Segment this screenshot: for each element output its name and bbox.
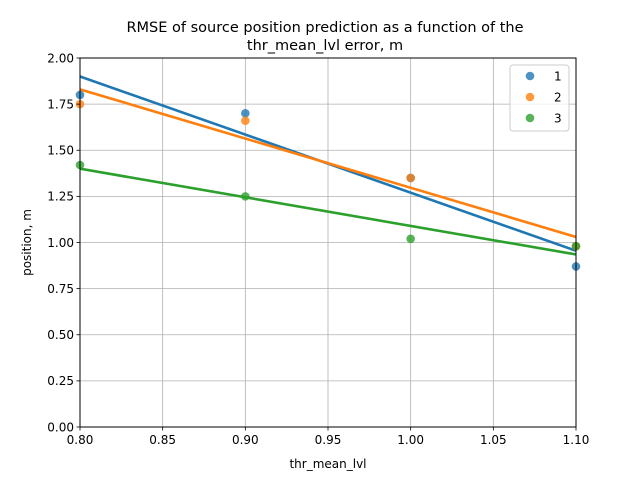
y-tick-label: 2.00	[47, 51, 74, 65]
legend-label-series-1: 1	[554, 70, 562, 84]
chart-title-line-2: thr_mean_lvl error, m	[247, 38, 403, 54]
x-tick-label: 1.10	[563, 433, 590, 447]
y-tick-label: 0.50	[47, 328, 74, 342]
legend-box	[509, 64, 570, 132]
y-tick-label: 1.25	[47, 190, 74, 204]
chart-title-line-1: RMSE of source position prediction as a …	[126, 20, 523, 36]
x-tick-label: 0.85	[149, 433, 176, 447]
data-point-series-1	[241, 109, 250, 118]
chart-title: RMSE of source position prediction as a …	[126, 20, 523, 54]
x-tick-label: 0.80	[67, 433, 94, 447]
legend-marker-series-3	[525, 113, 535, 123]
x-axis-label: thr_mean_lvl	[289, 457, 366, 471]
y-tick-label: 0.00	[47, 420, 74, 434]
y-axis-ticks: 0.00 0.25 0.50 0.75 1.00 1.25 1.50 1.75 2.00	[47, 51, 80, 434]
x-tick-label: 0.95	[315, 433, 342, 447]
y-axis-label: position, m	[20, 209, 34, 276]
data-points	[75, 90, 581, 271]
y-tick-label: 1.75	[47, 97, 74, 111]
data-point-series-2	[241, 116, 250, 126]
data-point-series-3	[241, 192, 250, 201]
y-tick-label: 1.50	[47, 144, 74, 158]
x-tick-label: 0.90	[232, 433, 259, 447]
y-tick-label: 0.25	[47, 374, 74, 388]
trend-lines	[80, 75, 576, 256]
y-tick-label: 1.00	[47, 236, 74, 250]
legend-label-series-3: 3	[554, 112, 562, 126]
legend: 1 2 3	[509, 64, 570, 132]
y-tick-label: 0.75	[47, 282, 74, 296]
legend-label-series-2: 2	[554, 91, 562, 105]
x-axis-ticks: 0.80 0.85 0.90 0.95 1.00 1.05 1.10	[67, 427, 590, 447]
legend-marker-series-2	[525, 92, 535, 102]
x-tick-label: 1.00	[397, 433, 424, 447]
trend-line-series-3	[80, 167, 576, 256]
trend-line-series-2	[80, 88, 576, 239]
data-point-series-2	[406, 173, 415, 183]
x-tick-label: 1.05	[480, 433, 507, 447]
legend-marker-series-1	[525, 71, 535, 81]
data-point-series-3	[406, 234, 415, 244]
